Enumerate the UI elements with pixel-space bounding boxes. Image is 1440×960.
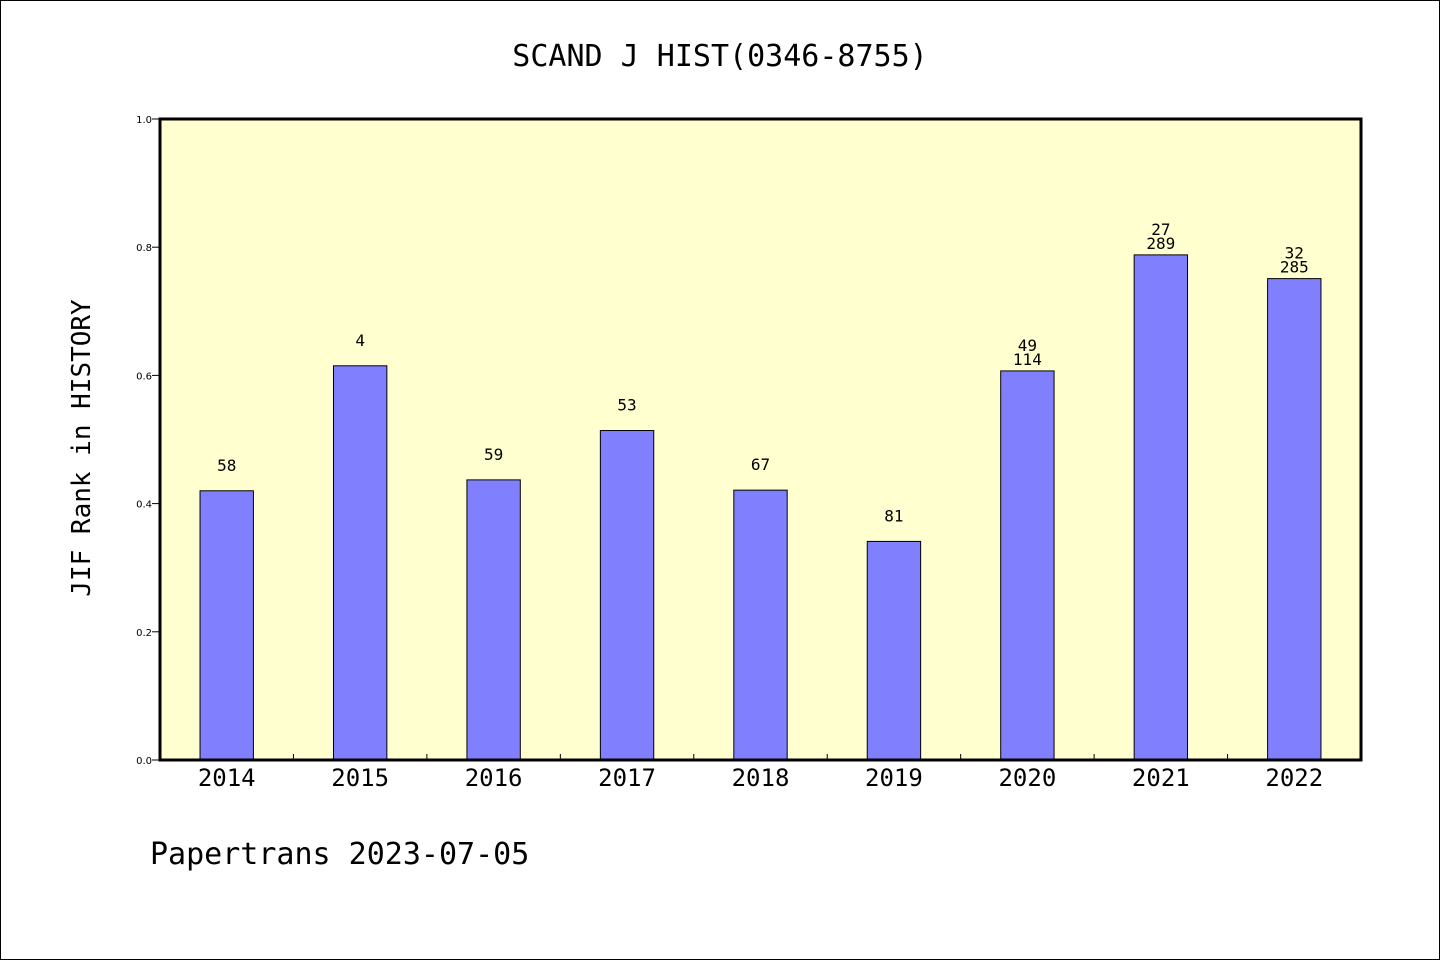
- x-tick-label: 2022: [1265, 764, 1323, 792]
- y-tick-label: 0.8: [136, 243, 152, 254]
- bar-rank-label: 53: [617, 396, 636, 415]
- bar-rank-label: 67: [751, 455, 770, 474]
- bar-total-label: 289: [1146, 234, 1175, 253]
- bar-rank-label: 58: [217, 456, 236, 475]
- chart-title: SCAND J HIST(0346-8755): [512, 39, 927, 74]
- bar-2014: [199, 490, 254, 761]
- bar-2015: [332, 365, 388, 761]
- bar-rank-label: 49: [1018, 336, 1037, 355]
- bar-rank-label: 4: [355, 331, 365, 350]
- bar-2020: [1000, 370, 1055, 761]
- bar-rank-label: 32: [1285, 244, 1304, 263]
- x-tick-label: 2016: [465, 764, 523, 792]
- plot-border: [158, 117, 1363, 762]
- x-tick-label: 2018: [732, 764, 790, 792]
- x-tick-label: 2017: [598, 764, 656, 792]
- x-tick-label: 2021: [1132, 764, 1190, 792]
- bar-rank-label: 27: [1151, 220, 1170, 239]
- x-tick-label: 2014: [198, 764, 256, 792]
- bar-2016: [466, 479, 521, 761]
- x-tick-label: 2020: [998, 764, 1056, 792]
- y-tick-label: 0.4: [136, 500, 152, 511]
- x-axis: 2014 2015 2016 2017 2018 2019 2020 2021 2022: [198, 754, 1323, 792]
- bar-2019: [866, 540, 922, 761]
- bar-2021: [1133, 254, 1189, 761]
- bar-2017: [599, 430, 655, 761]
- y-tick-label: 0.0: [136, 756, 152, 767]
- y-axis: 0.0 0.2 0.4 0.6 0.8 1.0: [136, 115, 160, 767]
- y-tick-label: 0.6: [136, 371, 152, 382]
- bar-rank-label: 59: [484, 445, 503, 464]
- bar-total-label: 114: [1013, 350, 1042, 369]
- bar-2022: [1267, 278, 1322, 761]
- y-tick-label: 0.2: [136, 628, 152, 639]
- y-tick-label: 1.0: [136, 115, 152, 126]
- bar-rank-label: 81: [884, 506, 903, 525]
- x-tick-label: 2019: [865, 764, 923, 792]
- bar-total-label: 285: [1280, 258, 1309, 277]
- y-axis-label: JIF Rank in HISTORY: [67, 299, 97, 597]
- footer-text: Papertrans 2023-07-05: [150, 837, 529, 872]
- x-tick-label: 2015: [331, 764, 389, 792]
- bar-2018: [733, 489, 788, 761]
